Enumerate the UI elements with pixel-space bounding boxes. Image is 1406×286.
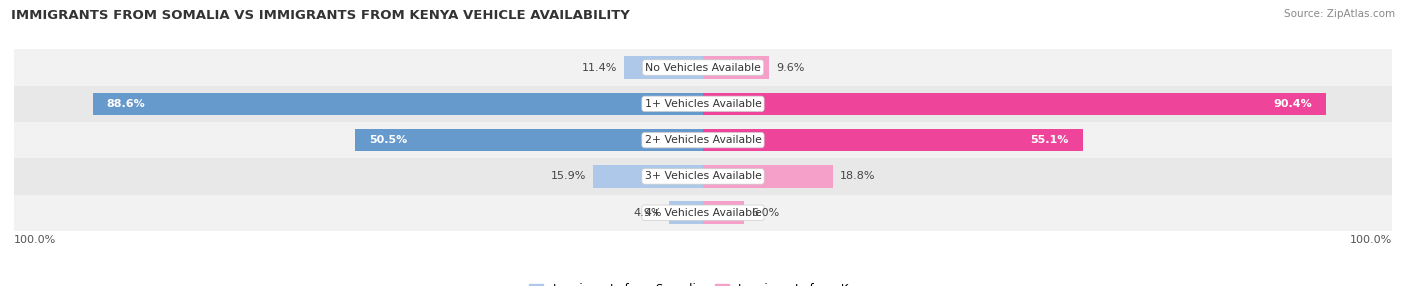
Text: No Vehicles Available: No Vehicles Available: [645, 63, 761, 73]
Bar: [356, 129, 703, 151]
Bar: [703, 165, 832, 188]
Legend: Immigrants from Somalia, Immigrants from Kenya: Immigrants from Somalia, Immigrants from…: [524, 278, 882, 286]
Bar: [669, 201, 703, 224]
Bar: [703, 93, 1326, 115]
Text: 88.6%: 88.6%: [107, 99, 145, 109]
Text: 55.1%: 55.1%: [1031, 135, 1069, 145]
Text: Source: ZipAtlas.com: Source: ZipAtlas.com: [1284, 9, 1395, 19]
Bar: [14, 86, 1392, 122]
Bar: [593, 165, 703, 188]
Text: 100.0%: 100.0%: [1350, 235, 1392, 245]
Text: 4+ Vehicles Available: 4+ Vehicles Available: [644, 208, 762, 218]
Text: 100.0%: 100.0%: [14, 235, 56, 245]
Bar: [703, 56, 769, 79]
Text: 4.9%: 4.9%: [634, 208, 662, 218]
Text: 9.6%: 9.6%: [776, 63, 804, 73]
Bar: [14, 194, 1392, 231]
Bar: [703, 201, 744, 224]
Bar: [14, 49, 1392, 86]
Bar: [624, 56, 703, 79]
Text: 6.0%: 6.0%: [751, 208, 779, 218]
Text: 2+ Vehicles Available: 2+ Vehicles Available: [644, 135, 762, 145]
Bar: [14, 122, 1392, 158]
Bar: [14, 158, 1392, 194]
Text: 3+ Vehicles Available: 3+ Vehicles Available: [644, 171, 762, 181]
Text: 50.5%: 50.5%: [368, 135, 408, 145]
Text: 11.4%: 11.4%: [582, 63, 617, 73]
Text: 1+ Vehicles Available: 1+ Vehicles Available: [644, 99, 762, 109]
Text: 90.4%: 90.4%: [1274, 99, 1312, 109]
Bar: [93, 93, 703, 115]
Text: 15.9%: 15.9%: [551, 171, 586, 181]
Text: 18.8%: 18.8%: [839, 171, 875, 181]
Text: IMMIGRANTS FROM SOMALIA VS IMMIGRANTS FROM KENYA VEHICLE AVAILABILITY: IMMIGRANTS FROM SOMALIA VS IMMIGRANTS FR…: [11, 9, 630, 21]
Bar: [703, 129, 1083, 151]
